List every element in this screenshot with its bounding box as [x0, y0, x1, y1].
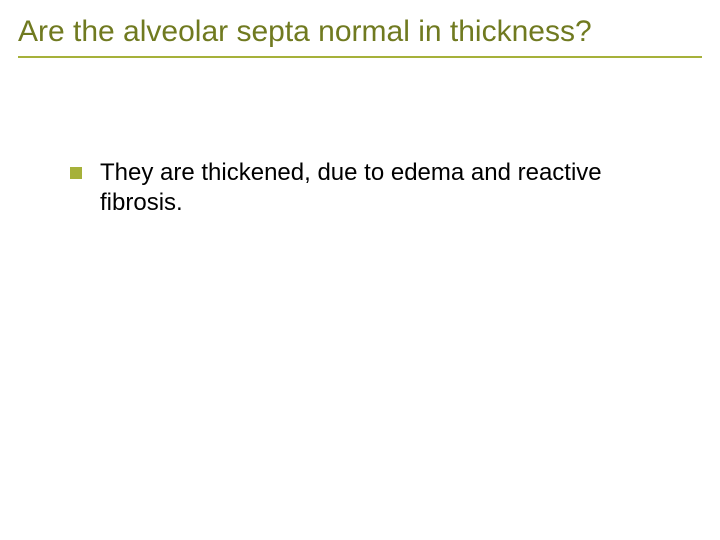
slide-title: Are the alveolar septa normal in thickne… [18, 14, 702, 50]
title-block: Are the alveolar septa normal in thickne… [18, 14, 702, 68]
list-item: They are thickened, due to edema and rea… [70, 158, 682, 218]
square-bullet-icon [70, 167, 82, 179]
bullet-text: They are thickened, due to edema and rea… [100, 158, 682, 218]
title-divider [18, 56, 702, 58]
slide: Are the alveolar septa normal in thickne… [0, 0, 720, 540]
body-block: They are thickened, due to edema and rea… [18, 68, 702, 218]
